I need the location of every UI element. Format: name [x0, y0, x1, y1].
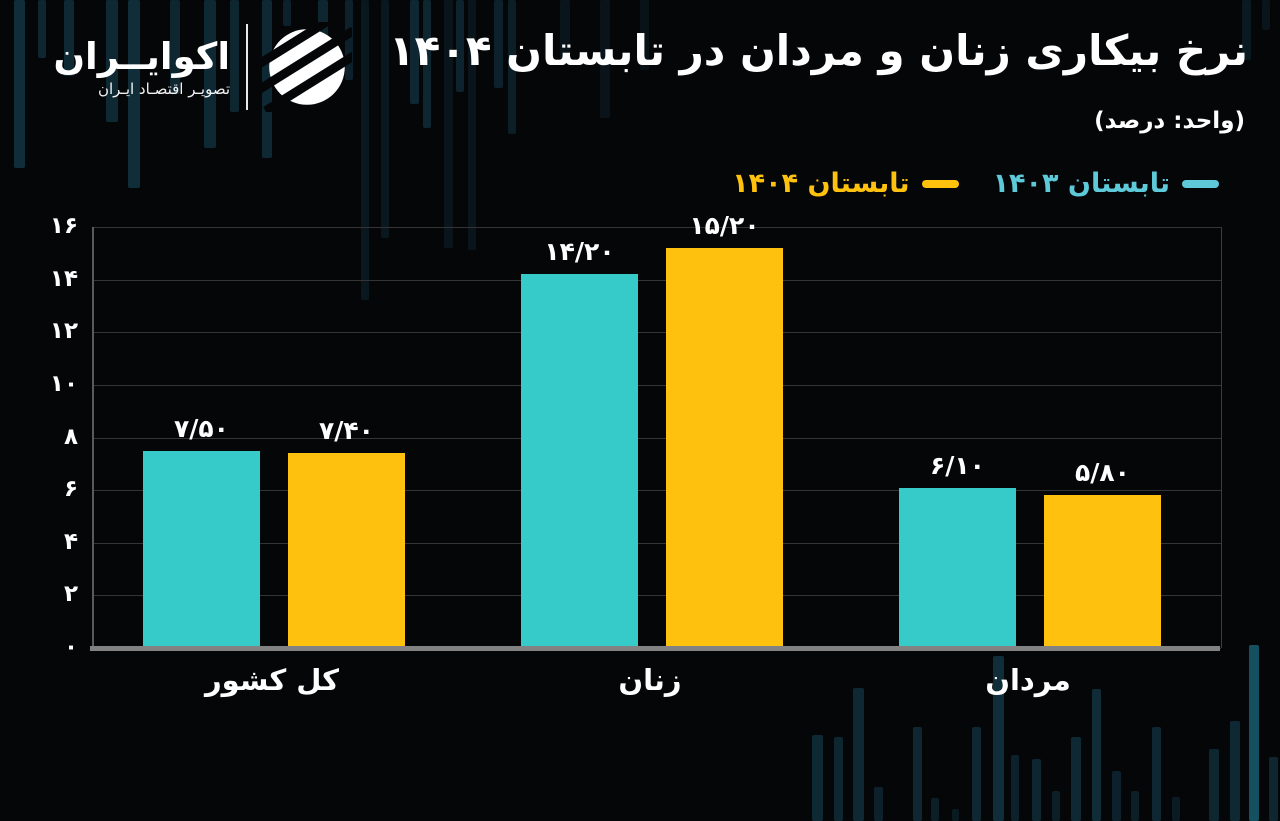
value-label-summer-1404-women: ۱۵/۲۰: [689, 211, 760, 241]
background-bar-decoration: [456, 0, 464, 92]
legend-label-summer-1403: تابستان ۱۴۰۳: [992, 168, 1170, 199]
value-label-summer-1403-men: ۶/۱۰: [930, 450, 985, 480]
value-label-summer-1404-total-country: ۷/۴۰: [319, 416, 374, 446]
background-bar-decoration: [64, 0, 74, 76]
y-axis-tick-label: ۲: [63, 581, 78, 608]
brand-separator: [246, 24, 248, 110]
value-label-summer-1403-women: ۱۴/۲۰: [544, 237, 615, 267]
x-axis-label-total-country: کل کشور: [204, 663, 340, 697]
y-axis: ۰ ۲ ۴ ۶ ۸ ۱۰ ۱۲ ۱۴ ۱۶: [0, 213, 82, 660]
bar-summer-1403-men: [899, 487, 1016, 648]
background-bar-decoration: [640, 0, 649, 70]
x-axis-label-men: مردان: [985, 663, 1071, 697]
background-bar-decoration: [834, 737, 843, 821]
background-bar-decoration: [468, 0, 476, 250]
bar-summer-1404-total-country: [288, 453, 405, 648]
y-axis-tick-label: ۶: [63, 476, 78, 503]
background-bar-decoration: [361, 0, 369, 300]
background-bar-decoration: [993, 656, 1004, 821]
background-bar-decoration: [812, 735, 823, 821]
bar-summer-1404-men: [1044, 495, 1161, 648]
gridline: [94, 542, 1221, 544]
chart-legend: تابستان ۱۴۰۳ تابستان ۱۴۰۴: [732, 168, 1219, 199]
gridline: [94, 595, 1221, 597]
background-bar-decoration: [444, 0, 453, 248]
background-bar-decoration: [204, 0, 216, 148]
legend-item-summer-1403: تابستان ۱۴۰۳: [993, 168, 1219, 199]
y-axis-tick-label: ۸: [63, 423, 78, 450]
background-bar-decoration: [1052, 791, 1060, 821]
legend-dash-icon-1404: [921, 179, 959, 188]
background-bar-decoration: [128, 0, 140, 188]
background-bar-decoration: [494, 0, 503, 88]
background-bar-decoration: [1262, 0, 1270, 30]
gridline: [94, 384, 1221, 386]
brand-name: اکوایــران: [53, 34, 230, 78]
background-bar-decoration: [38, 0, 46, 58]
brand-block: اکوایــران تصویـر اقتصـاد ایـران: [50, 22, 352, 112]
background-bar-decoration: [600, 0, 610, 118]
gridline: [94, 490, 1221, 492]
background-bar-decoration: [1249, 645, 1259, 821]
background-bar-decoration: [345, 0, 353, 80]
y-axis-tick-label: ۱۰: [49, 370, 78, 397]
background-bar-decoration: [1230, 721, 1240, 821]
value-label-summer-1404-men: ۵/۸۰: [1075, 458, 1130, 488]
background-bar-decoration: [931, 798, 939, 821]
background-bar-decoration: [1269, 757, 1278, 821]
ecoiran-logo-icon: [262, 22, 352, 112]
gridline: [94, 279, 1221, 281]
background-bar-decoration: [1092, 689, 1101, 821]
background-bar-decoration: [1112, 771, 1121, 821]
brand-text: اکوایــران تصویـر اقتصـاد ایـران: [50, 34, 230, 99]
bar-summer-1403-total-country: [143, 450, 260, 648]
x-axis-label-women: زنان: [618, 663, 682, 697]
background-bar-decoration: [262, 0, 272, 158]
background-bar-decoration: [283, 0, 291, 26]
bar-summer-1403-women: [521, 274, 638, 648]
x-axis: کل کشور زنان مردان: [92, 663, 1219, 709]
gridline: [94, 227, 1221, 228]
background-bar-decoration: [1131, 791, 1139, 821]
y-axis-tick-label: ۱۲: [49, 318, 78, 345]
background-bar-decoration: [952, 809, 959, 821]
background-bar-decoration: [1172, 797, 1180, 821]
background-bar-decoration: [1011, 755, 1019, 821]
background-bar-decoration: [14, 0, 25, 168]
plot-area: ۷/۵۰ ۷/۴۰ ۱۴/۲۰ ۱۵/۲۰ ۶/۱۰ ۵/۸۰: [92, 211, 1222, 649]
y-axis-tick-label: ۰: [63, 634, 78, 660]
background-bar-decoration: [1209, 749, 1219, 821]
y-axis-tick-label: ۴: [63, 528, 78, 555]
background-bar-decoration: [410, 0, 419, 104]
background-bar-decoration: [106, 0, 118, 122]
background-bar-decoration: [972, 727, 981, 821]
background-bar-decoration: [913, 727, 922, 821]
background-bar-decoration: [1032, 759, 1041, 821]
background-bar-decoration: [381, 0, 389, 238]
page-title: نرخ بیکاری زنان و مردان در تابستان ۱۴۰۴: [389, 26, 1248, 75]
gridline: [94, 332, 1221, 334]
background-bar-decoration: [170, 0, 180, 94]
background-bar-decoration: [1071, 737, 1081, 821]
background-bar-decoration: [874, 787, 883, 821]
legend-item-summer-1404: تابستان ۱۴۰۴: [732, 168, 959, 199]
background-bar-decoration: [1242, 0, 1251, 60]
background-bar-decoration: [1152, 727, 1161, 821]
background-bar-decoration: [423, 0, 431, 128]
brand-tagline: تصویـر اقتصـاد ایـران: [97, 80, 230, 99]
x-axis-line: [90, 646, 1220, 651]
background-bar-decoration: [853, 688, 864, 821]
y-axis-tick-label: ۱۶: [49, 213, 78, 239]
bar-summer-1404-women: [666, 248, 783, 648]
background-bar-decoration: [508, 0, 516, 134]
legend-label-summer-1404: تابستان ۱۴۰۴: [732, 168, 910, 199]
background-bar-decoration: [230, 0, 239, 112]
y-axis-tick-label: ۱۴: [49, 265, 78, 292]
gridline: [94, 437, 1221, 439]
value-label-summer-1403-total-country: ۷/۵۰: [174, 413, 229, 443]
unit-note: (واحد: درصد): [1094, 108, 1245, 134]
legend-dash-icon-1403: [1182, 179, 1219, 188]
background-bar-decoration: [560, 0, 570, 60]
